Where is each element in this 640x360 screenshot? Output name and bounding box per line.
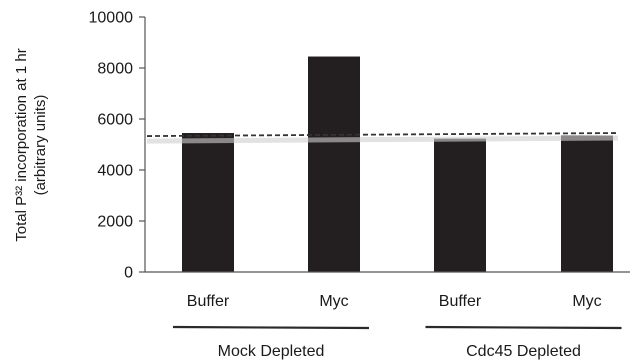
y-tick-label: 6000 <box>97 112 133 129</box>
bar <box>434 139 486 272</box>
group-underline <box>173 327 369 328</box>
group-label: Cdc45 Depleted <box>466 343 581 360</box>
x-tick-label: Myc <box>319 293 348 310</box>
bar <box>561 136 613 272</box>
y-tick-label: 2000 <box>97 214 133 231</box>
y-tick-label: 8000 <box>97 61 133 78</box>
y-axis-title-line1: Total P³² incorporation at 1 hr <box>13 48 30 241</box>
y-tick-label: 4000 <box>97 163 133 180</box>
bar <box>182 133 234 272</box>
y-axis-title-line2: (arbitrary units) <box>32 95 49 196</box>
y-tick-label: 0 <box>124 265 133 282</box>
reference-line-shadow <box>147 138 618 141</box>
bar <box>308 57 360 272</box>
y-axis: 0 2000 4000 6000 8000 10000 <box>89 10 146 282</box>
x-tick-label: Myc <box>572 293 601 310</box>
group-labels: Mock Depleted Cdc45 Depleted <box>173 327 622 360</box>
group-label: Mock Depleted <box>218 343 325 360</box>
bars <box>182 57 613 272</box>
x-tick-label: Buffer <box>439 293 482 310</box>
category-labels: Buffer Myc Buffer Myc <box>187 293 602 310</box>
group-underline <box>426 327 622 328</box>
x-tick-label: Buffer <box>187 293 230 310</box>
y-tick-label: 10000 <box>89 10 134 27</box>
y-ticks: 0 2000 4000 6000 8000 10000 <box>89 10 146 282</box>
y-axis-title: Total P³² incorporation at 1 hr (arbitra… <box>13 48 49 241</box>
